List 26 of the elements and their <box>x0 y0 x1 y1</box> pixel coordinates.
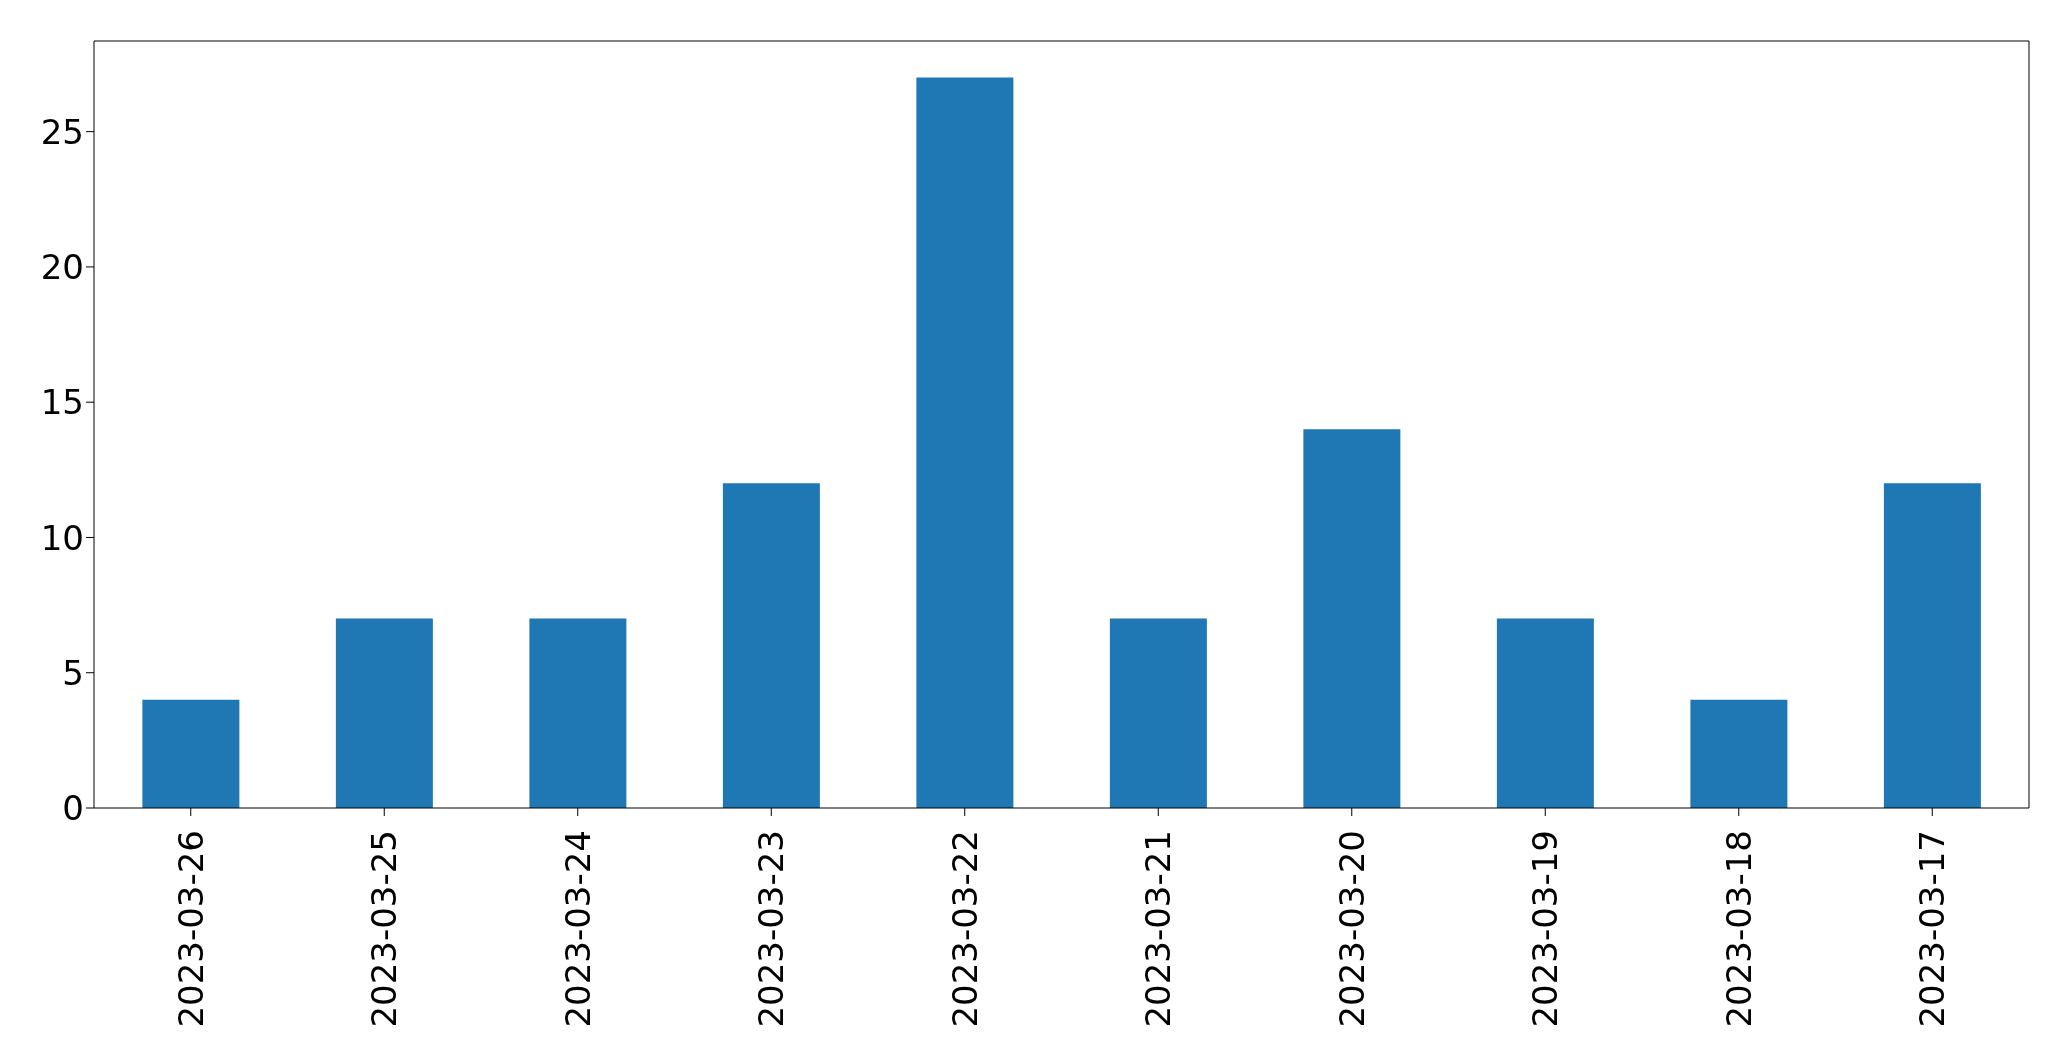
bar <box>1883 483 1981 808</box>
bar <box>335 618 433 808</box>
y-tick-label: 0 <box>62 788 84 829</box>
y-tick-label: 15 <box>40 382 84 423</box>
bar <box>916 77 1014 808</box>
y-tick-label: 10 <box>40 517 84 558</box>
bar <box>1496 618 1594 808</box>
bar <box>142 699 240 808</box>
bar <box>722 483 820 808</box>
x-tick-label: 2023-03-24 <box>557 830 598 1028</box>
y-tick-label: 25 <box>40 111 84 152</box>
x-tick-label: 2023-03-18 <box>1718 830 1759 1028</box>
bar <box>1109 618 1207 808</box>
x-tick-label: 2023-03-19 <box>1525 830 1566 1028</box>
x-tick-label: 2023-03-26 <box>170 830 211 1028</box>
x-tick-label: 2023-03-23 <box>751 830 792 1028</box>
bar <box>1303 429 1401 808</box>
x-tick-label: 2023-03-21 <box>1138 830 1179 1028</box>
x-tick-label: 2023-03-22 <box>944 830 985 1028</box>
x-tick-label: 2023-03-17 <box>1912 830 1953 1028</box>
x-tick-label: 2023-03-20 <box>1331 830 1372 1028</box>
y-tick-label: 5 <box>62 652 84 693</box>
bar <box>529 618 627 808</box>
x-tick-label: 2023-03-25 <box>364 830 405 1028</box>
y-tick-label: 20 <box>40 246 84 287</box>
bar <box>1690 699 1788 808</box>
